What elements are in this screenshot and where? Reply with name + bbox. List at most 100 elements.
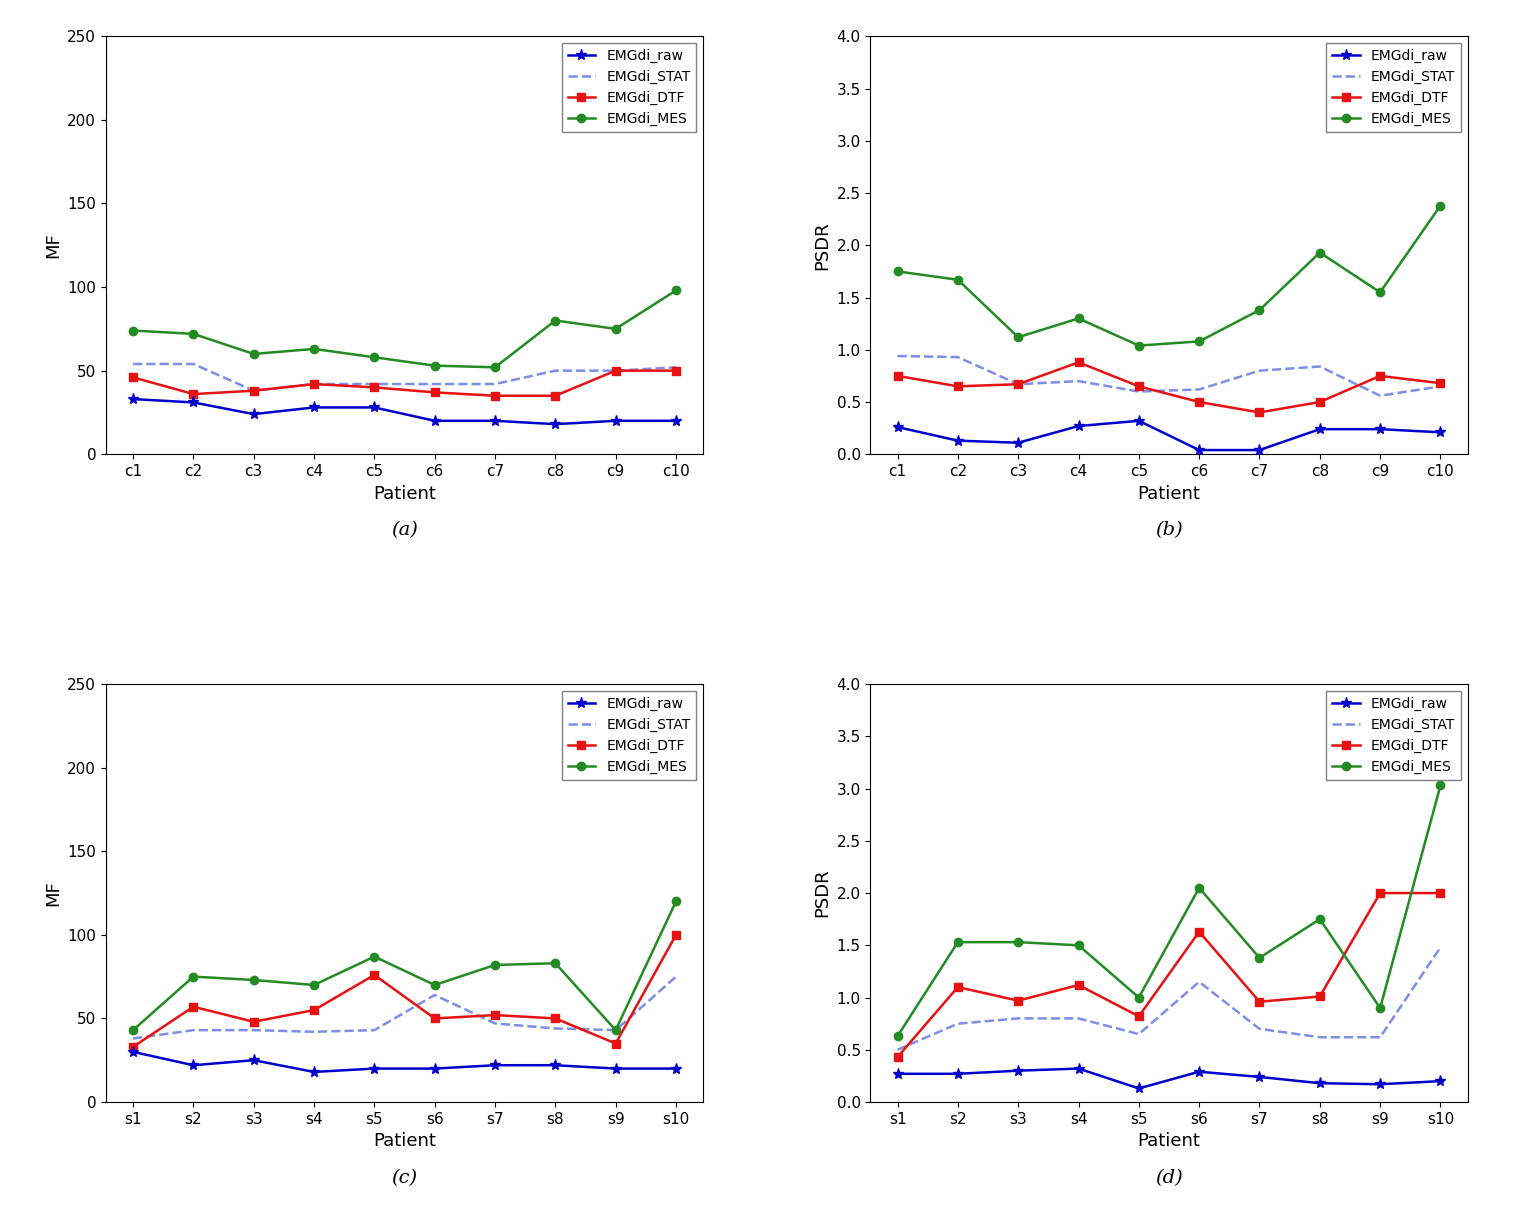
Y-axis label: MF: MF [44,233,62,258]
EMGdi_raw [1431,1074,1449,1089]
EMGdi_DTF [1371,885,1389,900]
Y-axis label: PSDR: PSDR [812,868,831,918]
EMGdi_MES [425,977,443,992]
EMGdi_STAT [1070,1011,1088,1026]
EMGdi_STAT [949,350,967,365]
EMGdi_raw [1009,1063,1027,1078]
EMGdi_DTF [1009,993,1027,1008]
EMGdi_MES [888,1029,906,1044]
EMGdi_MES [1310,912,1328,926]
EMGdi_raw [124,1045,142,1060]
EMGdi_STAT [124,1032,142,1046]
Line: EMGdi_raw: EMGdi_raw [893,1063,1446,1094]
EMGdi_raw [425,413,443,427]
EMGdi_raw [425,1061,443,1075]
EMGdi_DTF [949,379,967,394]
EMGdi_MES [1130,338,1148,352]
EMGdi_raw [949,434,967,448]
EMGdi_DTF [1431,375,1449,390]
EMGdi_STAT [245,1023,263,1038]
EMGdi_STAT [1431,379,1449,394]
EMGdi_STAT [1250,1022,1268,1037]
EMGdi_MES [1009,935,1027,949]
EMGdi_STAT [1371,389,1389,403]
EMGdi_raw [667,413,685,427]
EMGdi_DTF [1310,395,1328,409]
EMGdi_raw [365,400,383,414]
EMGdi_DTF [185,386,203,401]
EMGdi_MES [1191,880,1209,895]
EMGdi_DTF [1431,885,1449,900]
Line: EMGdi_DTF: EMGdi_DTF [893,358,1445,417]
EMGdi_MES [1431,199,1449,213]
EMGdi_STAT [607,1023,625,1038]
EMGdi_raw [1310,421,1328,436]
EMGdi_DTF [1191,924,1209,939]
EMGdi_STAT [1431,940,1449,954]
EMGdi_MES [1070,939,1088,953]
EMGdi_MES [546,955,564,970]
Line: EMGdi_MES: EMGdi_MES [129,286,681,372]
EMGdi_DTF [888,368,906,383]
EMGdi_raw [1371,421,1389,436]
EMGdi_DTF [1191,395,1209,409]
EMGdi_MES [306,977,324,992]
EMGdi_DTF [185,999,203,1014]
EMGdi_MES [1431,779,1449,793]
X-axis label: Patient: Patient [374,484,436,503]
EMGdi_raw [888,420,906,435]
EMGdi_raw [306,1064,324,1079]
EMGdi_DTF [1009,377,1027,391]
EMGdi_STAT [1070,374,1088,389]
EMGdi_MES [365,949,383,964]
EMGdi_MES [1250,951,1268,965]
EMGdi_STAT [1009,377,1027,391]
EMGdi_raw [1070,1061,1088,1075]
EMGdi_MES [607,1023,625,1038]
EMGdi_DTF [124,1039,142,1054]
EMGdi_STAT [546,1021,564,1035]
EMGdi_raw [1130,1081,1148,1096]
Line: EMGdi_DTF: EMGdi_DTF [129,931,681,1051]
EMGdi_DTF [306,377,324,391]
Line: EMGdi_STAT: EMGdi_STAT [133,365,676,391]
EMGdi_DTF [546,1011,564,1026]
EMGdi_raw [245,1052,263,1067]
EMGdi_STAT [1130,1027,1148,1041]
EMGdi_DTF [1250,406,1268,420]
EMGdi_MES [1009,329,1027,344]
EMGdi_DTF [1250,994,1268,1009]
Text: (d): (d) [1154,1169,1183,1187]
Line: EMGdi_raw: EMGdi_raw [127,394,681,430]
EMGdi_STAT [1310,360,1328,374]
Line: EMGdi_MES: EMGdi_MES [893,781,1445,1040]
EMGdi_STAT [365,377,383,391]
EMGdi_STAT [1009,1011,1027,1026]
EMGdi_STAT [1191,383,1209,397]
EMGdi_raw [949,1067,967,1081]
EMGdi_STAT [365,1023,383,1038]
EMGdi_STAT [546,363,564,378]
EMGdi_STAT [124,357,142,372]
EMGdi_STAT [486,1016,504,1031]
EMGdi_MES [185,969,203,983]
EMGdi_raw [607,1061,625,1075]
EMGdi_raw [486,413,504,427]
EMGdi_raw [888,1067,906,1081]
Y-axis label: PSDR: PSDR [812,220,831,270]
EMGdi_STAT [888,1043,906,1057]
Legend: EMGdi_raw, EMGdi_STAT, EMGdi_DTF, EMGdi_MES: EMGdi_raw, EMGdi_STAT, EMGdi_DTF, EMGdi_… [1327,44,1460,132]
EMGdi_raw [486,1058,504,1073]
EMGdi_raw [1191,443,1209,458]
Line: EMGdi_MES: EMGdi_MES [893,201,1445,350]
EMGdi_DTF [425,385,443,400]
EMGdi_raw [306,400,324,414]
EMGdi_STAT [185,1023,203,1038]
EMGdi_DTF [124,371,142,385]
EMGdi_MES [245,346,263,361]
EMGdi_MES [365,350,383,365]
EMGdi_STAT [607,363,625,378]
Line: EMGdi_STAT: EMGdi_STAT [897,947,1440,1050]
Text: (c): (c) [392,1169,418,1187]
EMGdi_raw [245,407,263,421]
